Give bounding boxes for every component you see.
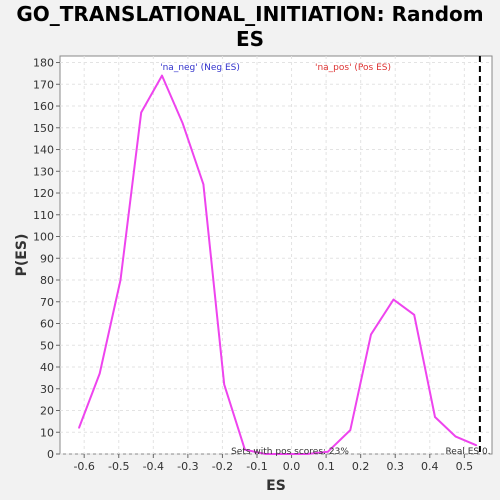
data-point bbox=[78, 427, 80, 429]
y-axis-label: P(ES) bbox=[14, 234, 30, 277]
y-tick-label: 130 bbox=[33, 165, 54, 178]
y-tick-label: 100 bbox=[33, 231, 54, 244]
data-point bbox=[98, 372, 101, 375]
x-tick-label: -0.1 bbox=[246, 460, 267, 473]
data-point bbox=[285, 453, 288, 455]
x-tick-label: -0.5 bbox=[108, 460, 129, 473]
y-tick-label: 10 bbox=[40, 426, 54, 439]
data-point bbox=[413, 314, 416, 316]
data-point bbox=[140, 111, 143, 114]
y-tick-label: 160 bbox=[33, 100, 54, 113]
data-point bbox=[306, 453, 308, 455]
axis-ticks: 0 10 20 30 40 50 60 70 80 90 100 110 120 130 140 150 160… bbox=[33, 57, 473, 473]
y-tick-label: 110 bbox=[33, 209, 54, 222]
x-tick-label: -0.6 bbox=[73, 460, 94, 473]
x-tick-label: 0.2 bbox=[352, 460, 370, 473]
data-point bbox=[202, 183, 205, 186]
y-tick-label: 140 bbox=[33, 144, 54, 157]
y-tick-label: 80 bbox=[40, 274, 54, 287]
y-tick-label: 120 bbox=[33, 187, 54, 200]
data-point bbox=[161, 74, 163, 77]
pos-es-label: 'na_pos' (Pos ES) bbox=[315, 63, 391, 73]
x-tick-label: 0.1 bbox=[317, 460, 335, 473]
y-tick-label: 30 bbox=[40, 383, 54, 396]
data-point bbox=[244, 448, 246, 451]
y-tick-label: 180 bbox=[33, 57, 54, 70]
x-tick-label: 0.0 bbox=[283, 460, 301, 473]
real-es-label: Real ES 0. bbox=[445, 447, 490, 457]
x-tick-label: -0.4 bbox=[143, 460, 164, 473]
chart-title-line1: GO_TRANSLATIONAL_INITIATION: Random ES bbox=[16, 2, 484, 51]
data-point bbox=[370, 333, 372, 336]
x-tick-label: -0.2 bbox=[212, 460, 233, 473]
x-tick-label: 0.3 bbox=[386, 460, 404, 473]
y-tick-label: 20 bbox=[40, 405, 54, 418]
y-tick-label: 0 bbox=[47, 448, 54, 461]
data-point bbox=[223, 383, 225, 386]
data-point bbox=[475, 444, 478, 447]
y-tick-label: 70 bbox=[40, 296, 54, 309]
series-line bbox=[78, 74, 477, 455]
data-point bbox=[119, 279, 122, 281]
plot-area bbox=[59, 55, 493, 455]
y-tick-label: 40 bbox=[40, 361, 54, 374]
data-point bbox=[327, 451, 329, 453]
x-axis-label: ES bbox=[266, 478, 286, 494]
y-tick-label: 90 bbox=[40, 252, 54, 265]
data-point bbox=[454, 435, 457, 438]
series-layer bbox=[78, 56, 481, 455]
data-point bbox=[349, 429, 352, 431]
x-tick-label: -0.3 bbox=[177, 460, 198, 473]
y-tick-label: 150 bbox=[33, 122, 54, 135]
y-tick-label: 50 bbox=[40, 339, 54, 352]
data-point bbox=[434, 416, 436, 418]
sets-pos-scores-label: Sets with pos scores: 23% bbox=[231, 447, 349, 457]
data-point bbox=[181, 122, 184, 125]
data-point bbox=[264, 453, 267, 455]
y-tick-label: 60 bbox=[40, 318, 54, 331]
y-tick-label: 170 bbox=[33, 78, 54, 91]
data-point bbox=[392, 298, 395, 301]
x-tick-label: 0.5 bbox=[456, 460, 474, 473]
annotations: 'na_neg' (Neg ES) 'na_pos' (Pos ES) Sets… bbox=[160, 63, 490, 457]
neg-es-label: 'na_neg' (Neg ES) bbox=[160, 63, 240, 73]
x-tick-label: 0.4 bbox=[421, 460, 439, 473]
